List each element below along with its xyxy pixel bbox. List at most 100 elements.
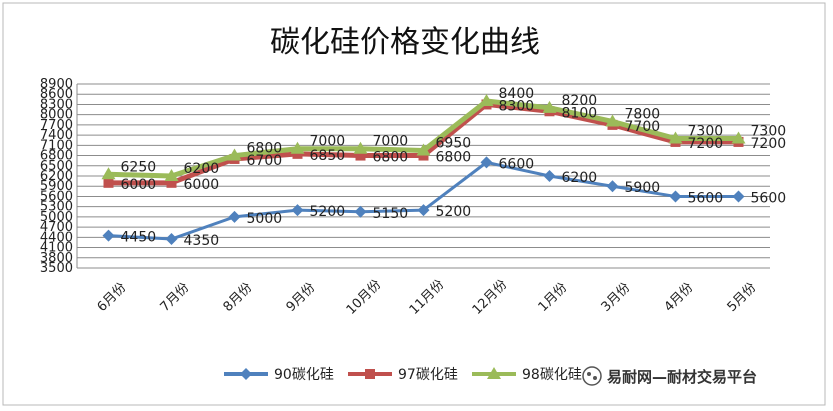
data-point (353, 141, 368, 154)
legend-item-2: 97碳化硅 (348, 367, 458, 383)
y-tick-label: 5600 (40, 189, 73, 204)
y-tick-label: 8600 (40, 87, 73, 102)
data-label: 5200 (436, 204, 472, 220)
data-label: 7200 (688, 136, 724, 152)
y-tick-label: 5000 (40, 210, 73, 225)
data-label: 5600 (751, 190, 787, 206)
series-layer (101, 94, 746, 246)
legend-marker (487, 367, 501, 379)
y-tick-label: 6800 (40, 149, 73, 164)
y-tick-label: 6500 (40, 159, 73, 174)
legend-marker (240, 368, 252, 380)
data-label: 6800 (373, 150, 409, 166)
data-point (355, 150, 366, 161)
data-label: 6250 (121, 159, 157, 175)
data-label: 8400 (499, 86, 535, 102)
data-point (165, 233, 178, 246)
y-tick-label: 6200 (40, 169, 73, 184)
data-label: 6800 (247, 141, 283, 157)
data-label: 4450 (121, 230, 157, 246)
data-label: 6200 (184, 161, 220, 177)
data-label: 7300 (688, 124, 724, 140)
data-point (417, 204, 430, 217)
series-3 (101, 94, 746, 181)
data-point (291, 204, 304, 217)
legend-label: 98碳化硅 (522, 367, 582, 383)
data-label: 6600 (499, 156, 535, 172)
series-1 (102, 156, 745, 246)
data-label: 6950 (436, 135, 472, 151)
data-label: 8300 (499, 98, 535, 114)
data-label: 5000 (247, 211, 283, 227)
y-tick-label: 7100 (40, 138, 73, 153)
data-label: 4350 (184, 233, 220, 249)
data-label: 5900 (625, 180, 661, 196)
data-label: 7700 (625, 119, 661, 135)
data-point (102, 229, 115, 242)
legend-label: 97碳化硅 (398, 367, 458, 383)
data-label: 7000 (373, 134, 409, 150)
legend-marker (365, 369, 375, 379)
data-point (354, 205, 367, 218)
data-point (418, 150, 429, 161)
data-point (732, 190, 745, 203)
legend-item-3: 98碳化硅 (472, 367, 582, 383)
data-point (228, 210, 241, 223)
data-point (543, 170, 556, 182)
data-label: 6200 (562, 170, 598, 186)
data-point (292, 148, 303, 159)
y-tick-label: 8300 (40, 97, 73, 112)
y-tick-label: 7400 (40, 128, 73, 143)
data-label: 5200 (310, 204, 346, 220)
data-point (479, 94, 494, 107)
legend-item-1: 90碳化硅 (224, 367, 334, 383)
data-point (416, 143, 431, 156)
data-point (480, 156, 493, 169)
y-tick-label: 3500 (40, 261, 73, 276)
watermark: 易耐网—耐材交易平台 (582, 366, 757, 386)
data-label: 5150 (373, 206, 409, 222)
wechat-official-account-icon (582, 366, 602, 386)
y-tick-label: 5300 (40, 200, 73, 215)
data-label: 8100 (562, 105, 598, 121)
data-point (669, 190, 682, 203)
legend: 90碳化硅 97碳化硅 98碳化硅 (224, 367, 582, 383)
data-point (605, 114, 620, 127)
data-label: 6700 (247, 153, 283, 169)
y-tick-label: 3800 (40, 251, 73, 266)
data-point (103, 177, 114, 188)
data-label: 6000 (184, 177, 220, 193)
data-label: 7200 (751, 136, 787, 152)
data-labels: 4450 4350 5000 5200 5150 5200 6600 6200 5900 5600… (121, 86, 787, 249)
data-point (290, 141, 305, 154)
data-label: 6800 (436, 150, 472, 166)
data-point (164, 169, 179, 181)
y-tick-label: 8900 (40, 77, 73, 92)
data-point (731, 131, 746, 144)
data-point (668, 131, 683, 144)
watermark-text: 易耐网—耐材交易平台 (607, 368, 757, 386)
y-tick-label: 7700 (40, 118, 73, 133)
legend-label: 90碳化硅 (274, 367, 334, 383)
chart-frame (2, 2, 826, 406)
data-label: 6850 (310, 148, 346, 164)
chart-title: 碳化硅价格变化曲线 (270, 25, 540, 60)
y-tick-label: 4100 (40, 241, 73, 256)
data-label: 7800 (625, 106, 661, 122)
y-tick-label: 4400 (40, 230, 73, 245)
data-point (542, 100, 557, 113)
y-tick-label: 5900 (40, 179, 73, 194)
data-label: 6000 (121, 177, 157, 193)
data-label: 7300 (751, 124, 787, 140)
data-label: 5600 (688, 190, 724, 206)
data-label: 8200 (562, 93, 598, 109)
data-point (606, 180, 619, 193)
data-point (227, 148, 242, 161)
data-point (166, 177, 177, 188)
data-label: 7000 (310, 134, 346, 150)
y-tick-label: 4700 (40, 220, 73, 235)
y-tick-label: 8000 (40, 108, 73, 123)
data-point (101, 167, 116, 180)
